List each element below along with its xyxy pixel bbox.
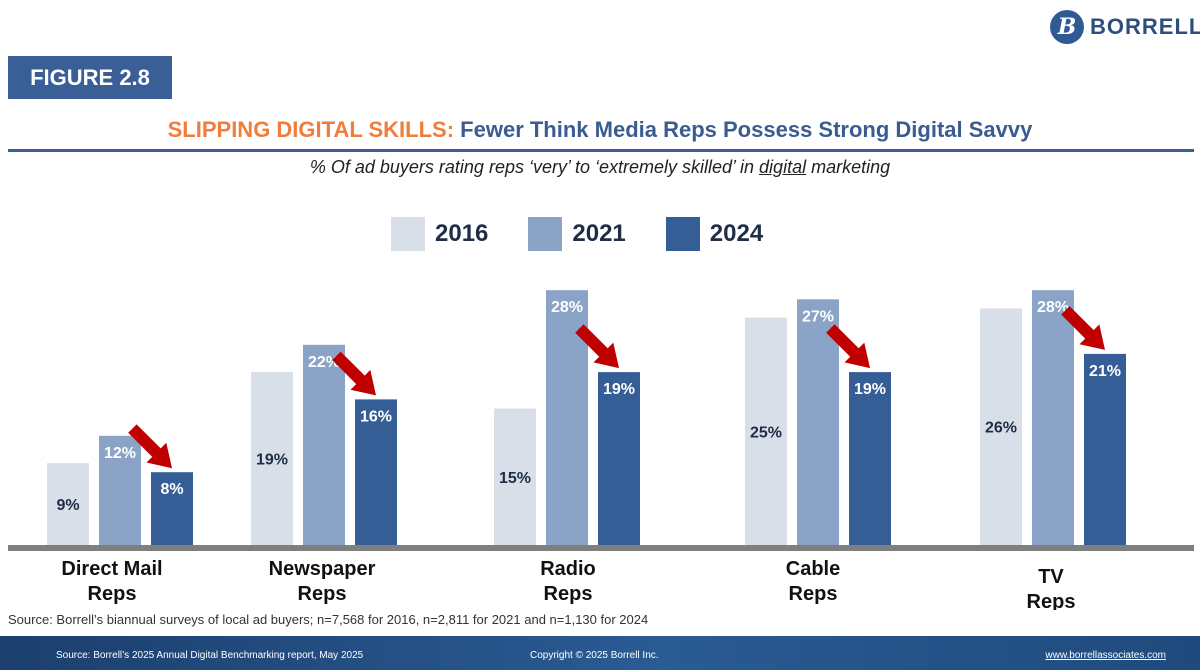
chart-title-accent: SLIPPING DIGITAL SKILLS: (167, 117, 455, 142)
legend-swatch-2024 (665, 217, 700, 251)
data-label-cable-2021: 27% (802, 308, 834, 325)
data-label-direct-mail-2021: 12% (104, 445, 136, 462)
chart-title: SLIPPING DIGITAL SKILLS: Fewer Think Med… (0, 117, 1200, 143)
legend-label-2024: 2024 (709, 220, 764, 247)
category-label-tv-line-1: TV (1038, 566, 1064, 588)
category-label-cable-line-2: Reps (789, 583, 838, 605)
data-label-newspaper-2021: 22% (308, 354, 340, 371)
bar-newspaper-2016 (251, 372, 293, 545)
subtitle-part-2: marketing (806, 157, 891, 177)
legend-label-2016: 2016 (435, 220, 489, 247)
category-label-direct-mail-line-2: Reps (88, 583, 137, 605)
data-label-newspaper-2016: 19% (256, 452, 288, 469)
category-label-cable-line-1: Cable (786, 558, 840, 580)
footer-copyright: Copyright © 2025 Borrell Inc. (530, 650, 659, 661)
brand-logo: B BORRELL (1050, 10, 1200, 44)
data-label-radio-2021: 28% (551, 299, 583, 316)
bar-tv-2016 (980, 308, 1022, 545)
bar-tv-2024 (1084, 353, 1126, 545)
brand-name: BORRELL (1090, 14, 1200, 39)
footer-source: Source: Borrell’s 2025 Annual Digital Be… (56, 650, 364, 661)
bar-cable-2016 (745, 317, 787, 545)
footer-website-link[interactable]: www.borrellassociates.com (1045, 650, 1166, 661)
bar-newspaper-2021 (303, 344, 345, 545)
subtitle-underlined: digital (759, 157, 807, 177)
x-axis-baseline (8, 545, 1194, 551)
footer-bar: Source: Borrell’s 2025 Annual Digital Be… (0, 636, 1200, 670)
title-divider (8, 149, 1194, 152)
bar-direct-mail-2021 (99, 435, 141, 545)
data-label-cable-2016: 25% (750, 424, 782, 441)
category-label-radio-line-1: Radio (540, 558, 596, 580)
data-label-direct-mail-2024: 8% (160, 481, 183, 498)
legend-label-2021: 2021 (572, 220, 626, 247)
bar-radio-2016 (494, 408, 536, 545)
data-label-tv-2021: 28% (1037, 299, 1069, 316)
bar-radio-2024 (598, 372, 640, 545)
data-label-direct-mail-2016: 9% (56, 497, 79, 514)
bar-tv-2021 (1032, 290, 1074, 545)
category-label-radio-line-2: Reps (544, 583, 593, 605)
decline-arrow-icon-direct-mail (128, 424, 172, 469)
legend-item-2016: 2016 (391, 217, 488, 251)
bar-chart: 9% 12% 8% 19% 22% 16% 15% 28% 19% 25% 27% 19% 26% 28%… (8, 290, 1194, 610)
bar-direct-mail-2016 (47, 463, 89, 545)
category-label-newspaper-line-1: Newspaper (269, 558, 376, 580)
data-label-radio-2024: 19% (603, 381, 635, 398)
bar-cable-2021 (797, 299, 839, 545)
data-label-newspaper-2024: 16% (360, 408, 392, 425)
legend-swatch-2021 (528, 217, 563, 251)
chart-subtitle: % Of ad buyers rating reps ‘very’ to ‘ex… (0, 157, 1200, 178)
category-label-direct-mail-line-1: Direct Mail (61, 558, 162, 580)
decline-arrow-icon-tv (1061, 306, 1105, 350)
source-note: Source: Borrell’s biannual surveys of lo… (8, 612, 649, 627)
bar-newspaper-2024 (355, 399, 397, 545)
decline-arrow-icon-newspaper (332, 351, 376, 396)
data-label-tv-2016: 26% (985, 420, 1017, 437)
data-label-tv-2024: 21% (1089, 363, 1121, 380)
category-label-newspaper-line-2: Reps (298, 583, 347, 605)
data-label-cable-2024: 19% (854, 381, 886, 398)
chart-legend: 2016 2021 2024 (391, 216, 803, 252)
bar-cable-2024 (849, 372, 891, 545)
legend-swatch-2016 (391, 217, 425, 251)
subtitle-part-1: % Of ad buyers rating reps ‘very’ to ‘ex… (309, 157, 760, 177)
figure-label: FIGURE 2.8 (8, 56, 172, 99)
chart-title-main: Fewer Think Media Reps Possess Strong Di… (460, 117, 1033, 142)
legend-item-2024: 2024 (665, 217, 764, 251)
data-label-radio-2016: 15% (499, 470, 531, 487)
decline-arrow-icon-cable (826, 324, 870, 369)
legend-item-2021: 2021 (528, 217, 626, 251)
decline-arrow-icon-radio (575, 324, 619, 369)
bar-direct-mail-2024 (151, 472, 193, 545)
category-label-tv-line-2: Reps (1027, 591, 1076, 610)
borrell-logo-icon: B (1050, 10, 1084, 44)
